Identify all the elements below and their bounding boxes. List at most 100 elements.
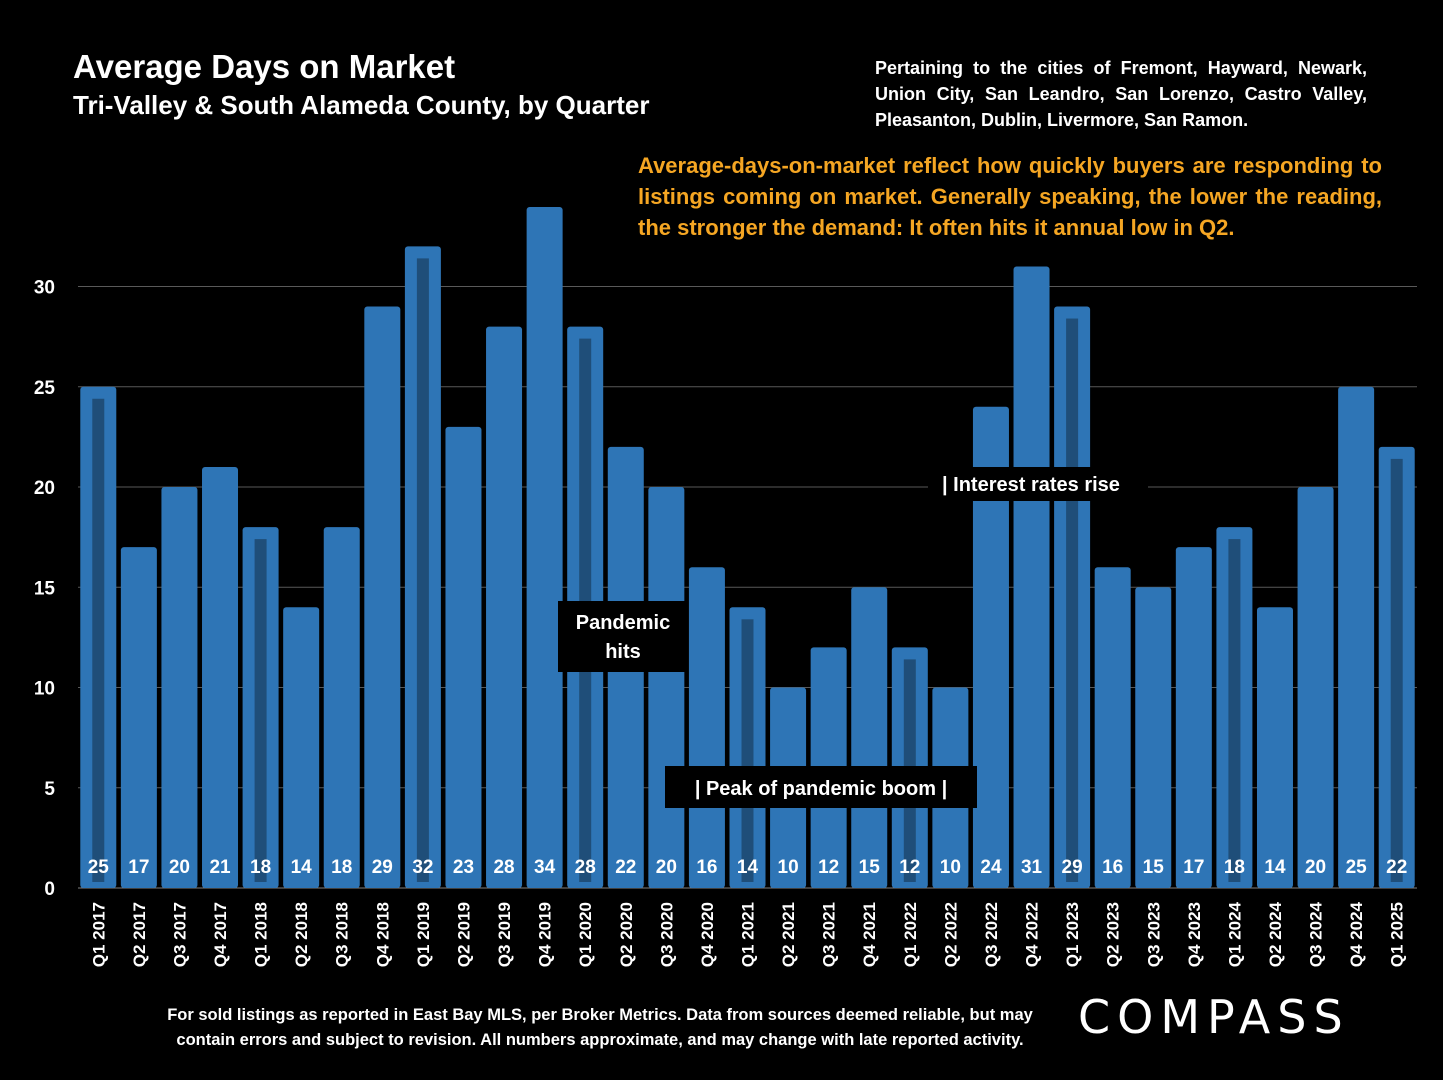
x-tick-label: Q2 2017 [130,902,149,967]
bar [972,406,1009,888]
bar [1013,266,1050,888]
source-line-2: contain errors and subject to revision. … [176,1031,1024,1049]
x-tick-label: Q2 2023 [1104,902,1123,967]
data-label: 18 [250,857,271,878]
bar [648,487,685,888]
x-tick-label: Q4 2024 [1347,901,1366,967]
x-tick-label: Q2 2022 [941,902,960,967]
cities-note: Pertaining to the cities of Fremont, Hay… [875,58,1367,130]
x-tick-label: Q1 2024 [1225,901,1244,967]
x-tick-label: Q4 2019 [536,902,555,967]
x-tick-label: Q4 2021 [860,902,879,967]
bar [161,487,198,888]
data-label: 12 [899,857,920,878]
x-tick-label: Q3 2022 [982,902,1001,967]
x-tick-label: Q3 2020 [657,902,676,967]
bar [486,326,523,889]
q1-marker [1066,318,1079,882]
y-tick-label: 10 [34,679,55,700]
y-tick-label: 0 [44,879,55,900]
x-tick-label: Q3 2023 [1144,902,1163,967]
chart-subtitle: Tri-Valley & South Alameda County, by Qu… [73,90,650,120]
q1-marker [1228,539,1241,882]
y-tick-label: 20 [34,478,55,499]
annotation-box [928,467,1148,501]
data-label: 21 [209,857,231,878]
explanation-note: Average-days-on-market reflect how quick… [638,153,1382,240]
bar [1338,386,1375,888]
x-tick-label: Q2 2020 [617,902,636,967]
q1-marker [416,258,429,882]
source-footnote: For sold listings as reported in East Ba… [120,1003,1080,1053]
bar-chart: 0 5 10 15 20 25 30 25 Q1 2017 17 Q2 2017 20 Q3 2017 2… [34,207,1417,967]
data-label: 20 [1305,857,1326,878]
bar [851,587,888,888]
data-label: 20 [656,857,677,878]
annotation-box [558,601,688,672]
data-label: 25 [1346,857,1368,878]
data-label: 10 [778,857,799,878]
x-tick-label: Q2 2019 [454,902,473,967]
data-label: 23 [453,857,474,878]
x-tick-label: Q3 2024 [1307,901,1326,967]
bar [323,527,360,888]
data-label: 32 [412,857,433,878]
bar [364,306,401,888]
bar [1135,587,1172,888]
bar [526,207,563,888]
data-label: 22 [615,857,636,878]
data-label: 14 [1264,857,1286,878]
data-label: 28 [493,857,514,878]
x-tick-label: Q3 2021 [820,902,839,967]
x-tick-label: Q3 2017 [170,902,189,967]
y-tick-label: 5 [44,779,55,800]
y-tick-label: 30 [34,278,55,299]
bar [688,567,725,888]
data-label: 29 [372,857,393,878]
data-label: 25 [88,857,110,878]
data-label: 12 [818,857,839,878]
source-line-1: For sold listings as reported in East Ba… [167,1006,1033,1024]
data-label: 15 [1143,857,1165,878]
bar [1094,567,1131,888]
bar [1256,607,1293,888]
x-tick-label: Q4 2017 [211,902,230,967]
x-tick-label: Q1 2021 [739,902,758,967]
x-tick-label: Q1 2017 [89,902,108,967]
data-label: 16 [1102,857,1123,878]
bar [1297,487,1334,888]
data-label: 18 [331,857,352,878]
data-label: 17 [1183,857,1204,878]
data-label: 29 [1062,857,1083,878]
data-label: 16 [696,857,717,878]
x-tick-label: Q2 2024 [1266,901,1285,967]
bar [1175,547,1212,888]
data-label: 28 [575,857,596,878]
data-label: 24 [980,857,1002,878]
x-tick-label: Q2 2021 [779,902,798,967]
data-label: 34 [534,857,556,878]
data-label: 14 [291,857,313,878]
annotation-pandemic-hits-line2: hits [605,641,641,663]
x-tick-label: Q1 2018 [252,902,271,967]
q1-marker [1390,458,1403,882]
y-tick-label: 25 [34,378,56,399]
x-tick-label: Q1 2020 [576,902,595,967]
data-label: 10 [940,857,961,878]
annotation-interest-rates: | Interest rates rise [942,474,1120,496]
bar [283,607,320,888]
x-tick-label: Q1 2019 [414,902,433,967]
q1-marker [92,398,105,882]
x-tick-label: Q3 2018 [333,902,352,967]
annotation-pandemic-hits: Pandemic [576,612,670,634]
data-label: 18 [1224,857,1245,878]
data-label: 22 [1386,857,1407,878]
x-tick-label: Q4 2022 [1023,902,1042,967]
q1-marker [741,619,754,882]
x-tick-label: Q3 2019 [495,902,514,967]
chart-title: Average Days on Market [73,48,456,85]
x-tick-label: Q1 2023 [1063,902,1082,967]
data-label: 15 [859,857,881,878]
annotation-peak-boom: | Peak of pandemic boom | [695,778,947,800]
bar [120,547,157,888]
